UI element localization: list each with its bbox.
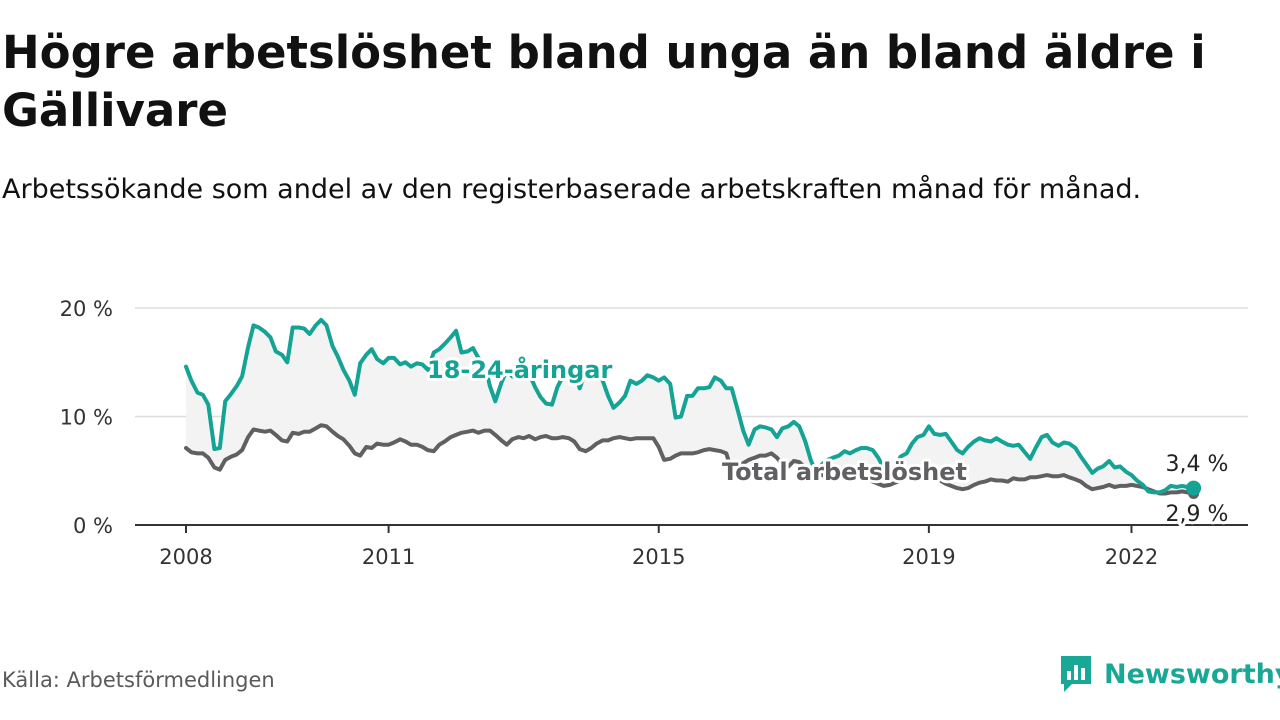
end-value-label-total: 2,9 % <box>1166 502 1229 527</box>
x-tick-label: 2015 <box>632 545 685 569</box>
end-value-label-youth: 3,4 % <box>1166 452 1229 477</box>
brand-name: Newsworthy <box>1104 658 1280 690</box>
source-text: Källa: Arbetsförmedlingen <box>2 668 275 692</box>
newsworthy-logo-icon <box>1061 656 1091 692</box>
series-label-total: Total arbetslöshet <box>722 458 967 486</box>
x-tick-label: 2008 <box>159 545 212 569</box>
gap-band <box>186 319 1194 494</box>
x-tick-label: 2019 <box>902 545 955 569</box>
x-tick-label: 2011 <box>362 545 415 569</box>
y-tick-label: 0 % <box>73 514 113 538</box>
newsworthy-brand: Newsworthy <box>1058 652 1280 696</box>
chart-title: Högre arbetslöshet bland unga än bland ä… <box>2 26 1206 137</box>
end-point-youth <box>1186 480 1202 496</box>
y-tick-label: 20 % <box>60 297 113 321</box>
x-tick-label: 2022 <box>1105 545 1158 569</box>
chart-subtitle: Arbetssökande som andel av den registerb… <box>2 174 1142 205</box>
y-tick-label: 10 % <box>60 406 113 430</box>
series-label-youth: 18-24-åringar <box>427 355 612 384</box>
line-chart: 0 % 10 % 20 % 2008 2011 2015 2019 2022 18-24-åri… <box>60 297 1248 569</box>
series-line-total <box>184 423 1196 496</box>
series-line-youth <box>184 317 1196 495</box>
